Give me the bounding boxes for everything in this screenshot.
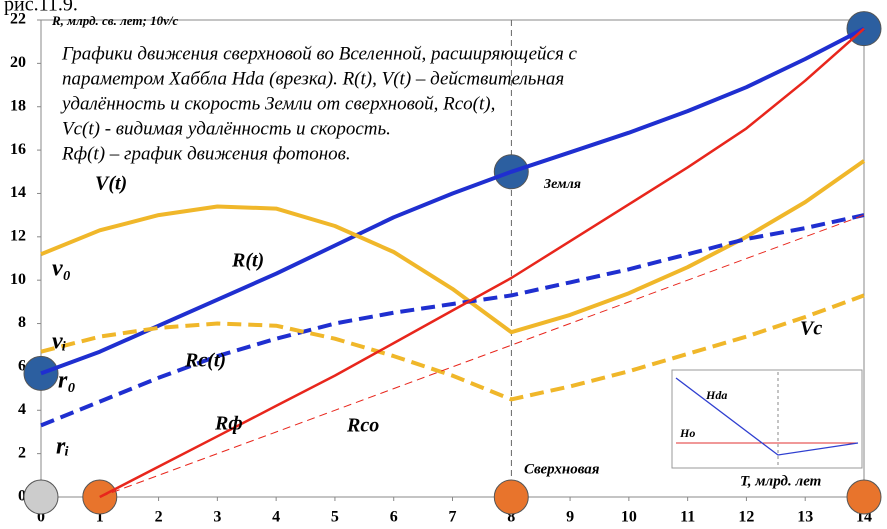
inset-label: Hda bbox=[705, 388, 727, 402]
annotation: Графики движения сверхновой во Вселенной… bbox=[61, 43, 578, 64]
annotation: удалённость и скорость Земли от сверхнов… bbox=[60, 93, 495, 114]
y-tick-label: 12 bbox=[10, 227, 26, 244]
x-tick-label: 2 bbox=[155, 509, 163, 526]
y-axis-label: R, млрд. св. лет; 10v/c bbox=[51, 13, 178, 28]
annotation: Rф(t) – график движения фотонов. bbox=[61, 143, 351, 164]
series-line bbox=[40, 213, 865, 428]
y-tick-label: 4 bbox=[18, 401, 26, 418]
x-tick-label: 10 bbox=[621, 509, 637, 526]
series-line bbox=[40, 159, 866, 335]
series-label: Vc bbox=[800, 318, 822, 340]
y-tick-label: 22 bbox=[10, 11, 26, 28]
point-label: rᵢ bbox=[56, 434, 69, 460]
x-tick-label: 4 bbox=[272, 509, 280, 526]
annotation: Vc(t) - видимая удалённость и скорость. bbox=[62, 118, 391, 139]
x-tick-label: 1 bbox=[96, 509, 104, 526]
inset-label: Ho bbox=[679, 426, 695, 440]
x-tick-label: 9 bbox=[566, 509, 574, 526]
body-icon bbox=[23, 479, 59, 515]
chart-title: рис.11.9. bbox=[4, 0, 78, 16]
series-line bbox=[40, 26, 865, 376]
inset-hda-line bbox=[675, 377, 859, 456]
x-tick-label: 0 bbox=[37, 509, 45, 526]
x-tick-label: 8 bbox=[507, 509, 515, 526]
series-line bbox=[99, 214, 865, 498]
inset-frame bbox=[671, 369, 863, 469]
point-label: v₀ bbox=[52, 256, 71, 282]
y-tick-label: 0 bbox=[18, 488, 26, 505]
y-tick-label: 10 bbox=[10, 271, 26, 288]
body-icon bbox=[493, 479, 529, 515]
series-label: Rф bbox=[214, 413, 243, 435]
y-tick-label: 8 bbox=[18, 314, 26, 331]
point-label: r₀ bbox=[58, 368, 76, 394]
x-tick-label: 12 bbox=[738, 509, 754, 526]
y-tick-label: 2 bbox=[18, 444, 26, 461]
annotation: параметром Хаббла Hda (врезка). R(t), V(… bbox=[62, 68, 564, 89]
inset: Hda Ho bbox=[671, 369, 863, 469]
point-label: Земля bbox=[543, 177, 581, 192]
x-axis-label: T, млрд. лет bbox=[740, 473, 821, 489]
x-tick-label: 11 bbox=[680, 509, 695, 526]
body-icon bbox=[846, 479, 882, 515]
x-tick-label: 7 bbox=[449, 509, 457, 526]
y-tick-label: 18 bbox=[10, 97, 26, 114]
point-label: vᵢ bbox=[52, 329, 67, 355]
series-line bbox=[99, 27, 865, 499]
series-label: V(t) bbox=[95, 173, 127, 195]
series-label: Rc(t) bbox=[184, 350, 226, 372]
y-tick-label: 20 bbox=[10, 54, 26, 71]
x-tick-label: 5 bbox=[331, 509, 339, 526]
y-tick-label: 16 bbox=[10, 141, 26, 158]
x-tick-label: 3 bbox=[213, 509, 221, 526]
body-icon bbox=[82, 479, 118, 515]
y-tick-label: 6 bbox=[18, 358, 26, 375]
x-tick-label: 13 bbox=[797, 509, 813, 526]
x-tick-label: 6 bbox=[390, 509, 398, 526]
series-label: R(t) bbox=[231, 250, 264, 272]
point-label: Сверхновая bbox=[524, 461, 600, 477]
series-label: Rco bbox=[346, 415, 379, 437]
body-icon bbox=[23, 355, 59, 391]
series-line bbox=[40, 293, 865, 402]
y-tick-label: 14 bbox=[10, 184, 26, 201]
